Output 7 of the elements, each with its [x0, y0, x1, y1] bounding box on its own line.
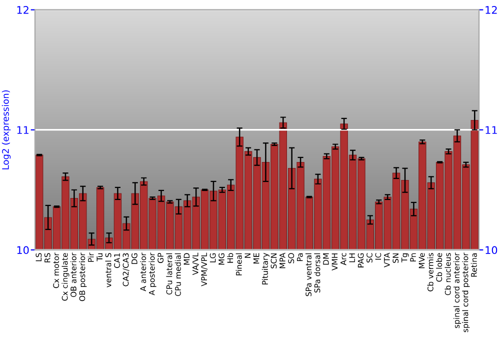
y2-tick-label: 12 [486, 6, 497, 14]
y2-tick-label: 11 [486, 126, 497, 134]
y-axis-title: Log2 (expression) [2, 90, 11, 170]
y-tick-label: 10 [17, 246, 29, 254]
y-tick-label: 12 [17, 6, 28, 14]
y2-tick-label: 10 [486, 246, 498, 254]
y-tick-label: 11 [17, 126, 28, 134]
